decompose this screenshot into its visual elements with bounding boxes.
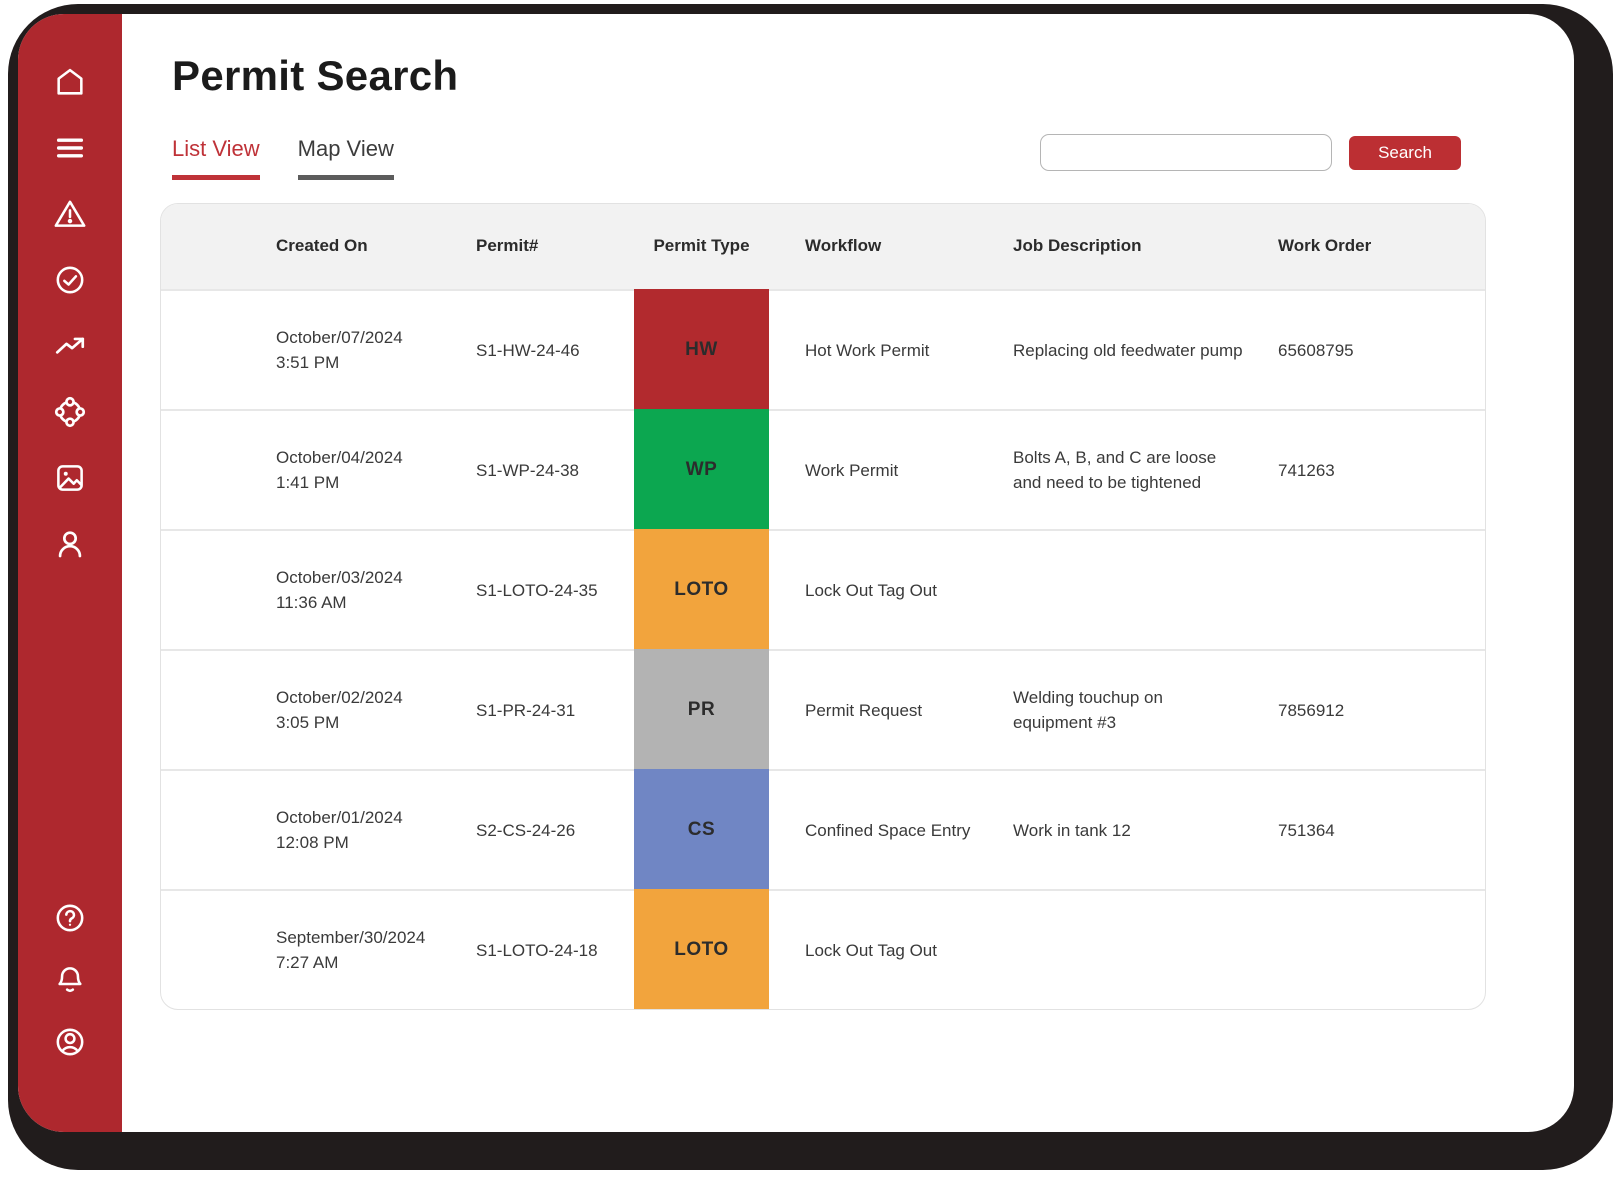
created-time: 1:41 PM (276, 473, 340, 492)
trending-up-icon[interactable] (52, 328, 88, 364)
search-input[interactable] (1040, 134, 1332, 171)
col-workflow: Workflow (805, 236, 882, 256)
permit-type-badge: PR (634, 649, 769, 771)
created-on-cell: October/01/2024 12:08 PM (276, 806, 476, 855)
page-title: Permit Search (172, 52, 459, 99)
workflow-cell: Lock Out Tag Out (805, 580, 937, 600)
created-on-cell: October/03/2024 11:36 AM (276, 566, 476, 615)
check-circle-icon[interactable] (52, 262, 88, 298)
created-date: October/03/2024 (276, 568, 403, 588)
tab-list-view[interactable]: List View (172, 136, 260, 180)
workflow-cell: Hot Work Permit (805, 340, 930, 360)
permit-type-badge: HW (634, 289, 769, 411)
col-permit-number: Permit# (476, 236, 539, 256)
tab-map-view[interactable]: Map View (297, 136, 394, 180)
app-window: Permit Search List View Map View Search … (18, 14, 1574, 1132)
job-description-cell: Work in tank 12 (1013, 820, 1131, 840)
work-order-cell: 751364 (1278, 820, 1335, 840)
job-description-cell: Bolts A, B, and C are loose and need to … (1013, 448, 1217, 492)
created-on-cell: September/30/2024 7:27 AM (276, 926, 476, 975)
job-description-cell: Welding touchup on equipment #3 (1013, 688, 1163, 732)
workflow-cell: Confined Space Entry (805, 820, 971, 840)
table-row[interactable]: September/30/2024 7:27 AM S1-LOTO-24-18 … (161, 889, 1485, 1009)
alert-triangle-icon[interactable] (52, 196, 88, 232)
table-row[interactable]: October/01/2024 12:08 PM S2-CS-24-26 CS … (161, 769, 1485, 891)
permit-number-cell: S1-HW-24-46 (476, 340, 580, 360)
bell-icon[interactable] (52, 962, 88, 998)
job-description-cell: Replacing old feedwater pump (1013, 340, 1243, 360)
created-on-cell: October/07/2024 3:51 PM (276, 326, 476, 375)
sidebar-footer (52, 900, 88, 1060)
menu-icon[interactable] (52, 130, 88, 166)
table-row[interactable]: October/04/2024 1:41 PM S1-WP-24-38 WP W… (161, 409, 1485, 531)
table-header: Created On Permit# Permit Type Workflow … (161, 204, 1485, 289)
permit-table: Created On Permit# Permit Type Workflow … (160, 203, 1486, 1010)
table-row[interactable]: October/03/2024 11:36 AM S1-LOTO-24-35 L… (161, 529, 1485, 651)
created-time: 3:05 PM (276, 713, 340, 732)
home-icon[interactable] (52, 64, 88, 100)
col-work-order: Work Order (1278, 236, 1372, 256)
help-icon[interactable] (52, 900, 88, 936)
permit-number-cell: S2-CS-24-26 (476, 820, 576, 840)
user-icon[interactable] (52, 526, 88, 562)
created-date: October/01/2024 (276, 808, 403, 828)
col-created-on: Created On (276, 236, 368, 256)
permit-number-cell: S1-PR-24-31 (476, 700, 576, 720)
created-on-cell: October/04/2024 1:41 PM (276, 446, 476, 495)
search-button[interactable]: Search (1349, 135, 1461, 170)
work-order-cell: 65608795 (1278, 340, 1354, 360)
permit-type-badge: WP (634, 409, 769, 531)
hub-icon[interactable] (52, 394, 88, 430)
workflow-cell: Lock Out Tag Out (805, 940, 937, 960)
created-on-cell: October/02/2024 3:05 PM (276, 686, 476, 735)
permit-type-badge: LOTO (634, 529, 769, 651)
table-row[interactable]: October/07/2024 3:51 PM S1-HW-24-46 HW H… (161, 289, 1485, 411)
created-date: September/30/2024 (276, 928, 426, 948)
permit-number-cell: S1-WP-24-38 (476, 460, 579, 480)
table-body: October/07/2024 3:51 PM S1-HW-24-46 HW H… (161, 289, 1485, 1009)
created-date: October/04/2024 (276, 448, 403, 468)
sidebar (18, 14, 122, 1132)
created-date: October/07/2024 (276, 328, 403, 348)
created-time: 7:27 AM (276, 953, 339, 972)
workflow-cell: Work Permit (805, 460, 899, 480)
table-row[interactable]: October/02/2024 3:05 PM S1-PR-24-31 PR P… (161, 649, 1485, 771)
main-content: Permit Search List View Map View Search … (122, 14, 1574, 1132)
work-order-cell: 741263 (1278, 460, 1335, 480)
created-time: 12:08 PM (276, 833, 349, 852)
col-job-description: Job Description (1013, 236, 1142, 256)
image-icon[interactable] (52, 460, 88, 496)
permit-type-badge: LOTO (634, 889, 769, 1009)
work-order-cell: 7856912 (1278, 700, 1345, 720)
col-permit-type: Permit Type (653, 236, 750, 256)
workflow-cell: Permit Request (805, 700, 923, 720)
created-time: 11:36 AM (276, 593, 347, 612)
created-time: 3:51 PM (276, 353, 340, 372)
account-icon[interactable] (52, 1024, 88, 1060)
created-date: October/02/2024 (276, 688, 403, 708)
permit-number-cell: S1-LOTO-24-35 (476, 580, 598, 600)
permit-number-cell: S1-LOTO-24-18 (476, 940, 598, 960)
permit-type-badge: CS (634, 769, 769, 891)
view-tabs: List View Map View (172, 136, 394, 180)
controls-bar: List View Map View Search (172, 134, 1461, 181)
